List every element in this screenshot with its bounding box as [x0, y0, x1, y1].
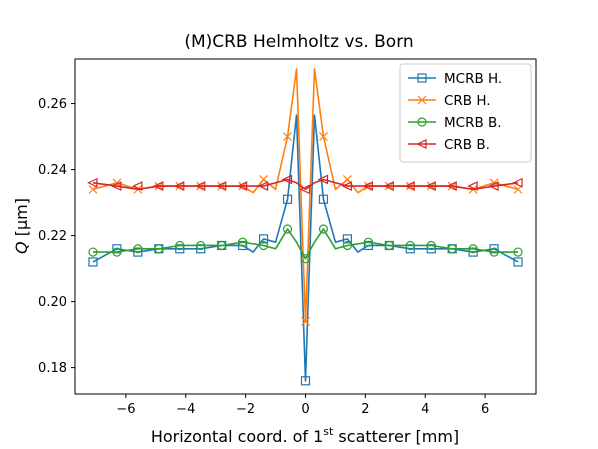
data-point: [152, 181, 164, 192]
series-mcrb-b: [88, 224, 523, 264]
data-point: [215, 181, 227, 192]
legend: MCRB H. CRB H. MCRB B. CRB B.: [399, 63, 532, 163]
data-point: [300, 254, 311, 264]
data-point: [87, 177, 98, 188]
data-point: [301, 316, 310, 326]
series-line: [92, 178, 519, 191]
data-point: [154, 244, 164, 254]
x-tick-label: −4: [176, 402, 195, 417]
series-line: [92, 114, 519, 382]
data-point: [467, 181, 478, 192]
data-point: [258, 234, 269, 244]
data-point: [318, 194, 329, 204]
data-point: [513, 257, 523, 267]
y-tick-label: 0.20: [38, 295, 67, 310]
series-layer: [87, 68, 523, 386]
data-point: [363, 237, 373, 247]
data-point: [236, 181, 248, 192]
data-point: [299, 184, 311, 195]
legend-item: CRB H.: [408, 93, 491, 109]
legend-marker: [417, 117, 427, 127]
legend-label: MCRB H.: [444, 71, 502, 87]
data-point: [281, 174, 293, 185]
data-point: [319, 132, 328, 141]
data-point: [341, 181, 353, 192]
data-point: [513, 247, 523, 257]
data-point: [131, 181, 143, 192]
x-axis: −6 −4 −2 0 2 4 6: [116, 394, 489, 417]
legend-label: CRB H.: [444, 93, 491, 109]
data-point: [282, 194, 293, 204]
data-point: [447, 244, 457, 254]
legend-item: MCRB H.: [408, 71, 502, 87]
y-axis: 0.18 0.20 0.22 0.24 0.26: [38, 97, 75, 376]
data-point: [238, 237, 248, 247]
x-axis-label-superscript: st: [323, 425, 334, 438]
x-axis-label-tail: scatterer [mm]: [333, 427, 459, 446]
data-point: [425, 181, 436, 192]
y-tick-label: 0.18: [38, 361, 67, 376]
legend-label: CRB B.: [444, 137, 490, 153]
data-point: [468, 244, 478, 254]
data-point: [300, 376, 311, 386]
data-point: [258, 240, 269, 251]
data-point: [317, 174, 329, 185]
data-point: [282, 224, 293, 234]
data-point: [257, 181, 269, 192]
data-point: [173, 181, 185, 192]
data-point: [362, 181, 373, 192]
legend-marker: [417, 95, 427, 105]
x-tick-label: 6: [481, 402, 489, 417]
data-point: [446, 181, 457, 192]
data-point: [404, 181, 415, 192]
data-point: [217, 240, 227, 251]
series-crb-b: [87, 174, 523, 195]
legend-label: MCRB B.: [444, 115, 502, 131]
data-point: [318, 224, 329, 234]
x-tick-label: −2: [236, 402, 255, 417]
data-point: [194, 181, 206, 192]
data-point: [489, 247, 499, 257]
data-point: [133, 244, 143, 254]
data-point: [175, 240, 185, 251]
x-axis-label: Horizontal coord. of 1st scatterer [mm]: [151, 425, 459, 446]
y-tick-label: 0.22: [38, 229, 67, 244]
series-line: [92, 228, 519, 260]
legend-marker: [417, 73, 427, 83]
y-tick-label: 0.26: [38, 97, 67, 112]
x-axis-label-main: Horizontal coord. of 1: [151, 427, 323, 446]
data-point: [110, 181, 122, 192]
data-point: [196, 240, 206, 251]
data-point: [426, 240, 436, 251]
y-axis-label-symbol: Q: [12, 241, 31, 254]
data-point: [283, 132, 292, 141]
data-point: [405, 240, 415, 251]
legend-marker: [416, 139, 427, 149]
data-point: [512, 177, 523, 188]
data-point: [384, 240, 394, 251]
x-tick-label: 0: [301, 402, 309, 417]
legend-box: [399, 63, 532, 163]
data-point: [383, 181, 394, 192]
data-point: [88, 247, 98, 257]
x-tick-label: 4: [421, 402, 429, 417]
legend-item: CRB B.: [408, 137, 490, 153]
y-axis-label: Q [µm]: [12, 198, 31, 254]
x-tick-label: −6: [116, 402, 135, 417]
y-tick-label: 0.24: [38, 163, 67, 178]
data-point: [112, 247, 122, 257]
data-point: [342, 240, 353, 251]
data-point: [488, 181, 499, 192]
x-tick-label: 2: [361, 402, 369, 417]
data-point: [342, 234, 353, 244]
y-axis-label-unit: [µm]: [12, 198, 31, 241]
data-point: [88, 257, 98, 267]
legend-item: MCRB B.: [408, 115, 502, 131]
chart-title: (M)CRB Helmholtz vs. Born: [184, 32, 413, 52]
